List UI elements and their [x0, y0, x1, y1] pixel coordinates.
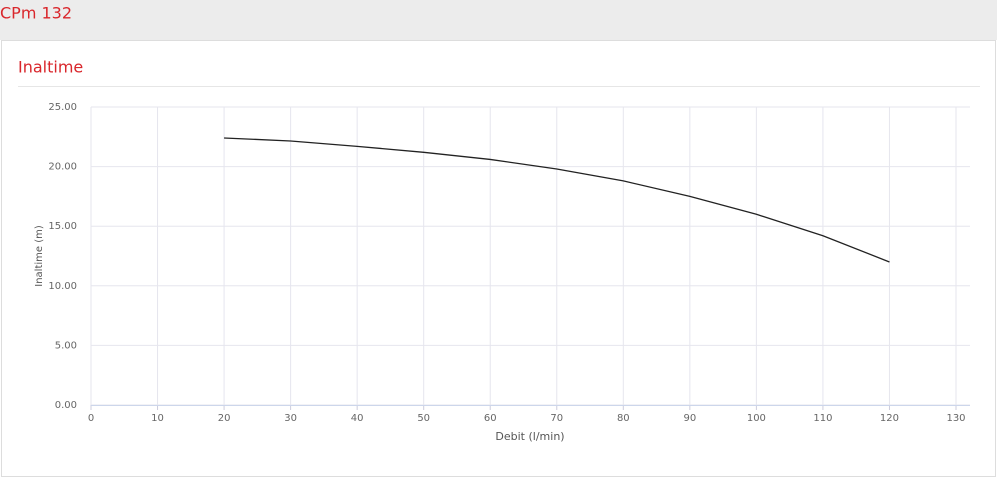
chart-title: Inaltime: [18, 58, 83, 77]
x-tick-label: 0: [88, 413, 94, 424]
page-title: CPm 132: [0, 4, 72, 23]
x-tick-label: 70: [550, 413, 563, 424]
line: [224, 137, 890, 263]
y-tick-label: 0.00: [55, 400, 77, 411]
y-tick-label: 5.00: [55, 340, 77, 351]
x-tick-label: 10: [151, 413, 164, 424]
x-tick-label: 120: [880, 413, 899, 424]
x-tick-label: 60: [484, 413, 497, 424]
y-axis-title: Inaltime (m): [34, 225, 45, 287]
x-tick-label: 30: [284, 413, 297, 424]
y-tick-label: 10.00: [48, 281, 77, 292]
x-tick-label: 90: [683, 413, 696, 424]
y-tick-label: 20.00: [48, 162, 77, 173]
x-tick-label: 20: [218, 413, 231, 424]
x-tick-label: 80: [617, 413, 630, 424]
panel: [1, 40, 996, 477]
y-tick-label: 15.00: [48, 221, 77, 232]
y-tick-label: 25.00: [48, 102, 77, 113]
x-tick-label: 110: [813, 413, 832, 424]
x-tick-label: 50: [417, 413, 430, 424]
x-tick-label: 130: [946, 413, 965, 424]
x-tick-label: 40: [351, 413, 364, 424]
x-axis-title: Debit (l/min): [495, 430, 564, 443]
x-tick-label: 100: [747, 413, 766, 424]
top-bar: [0, 0, 997, 40]
